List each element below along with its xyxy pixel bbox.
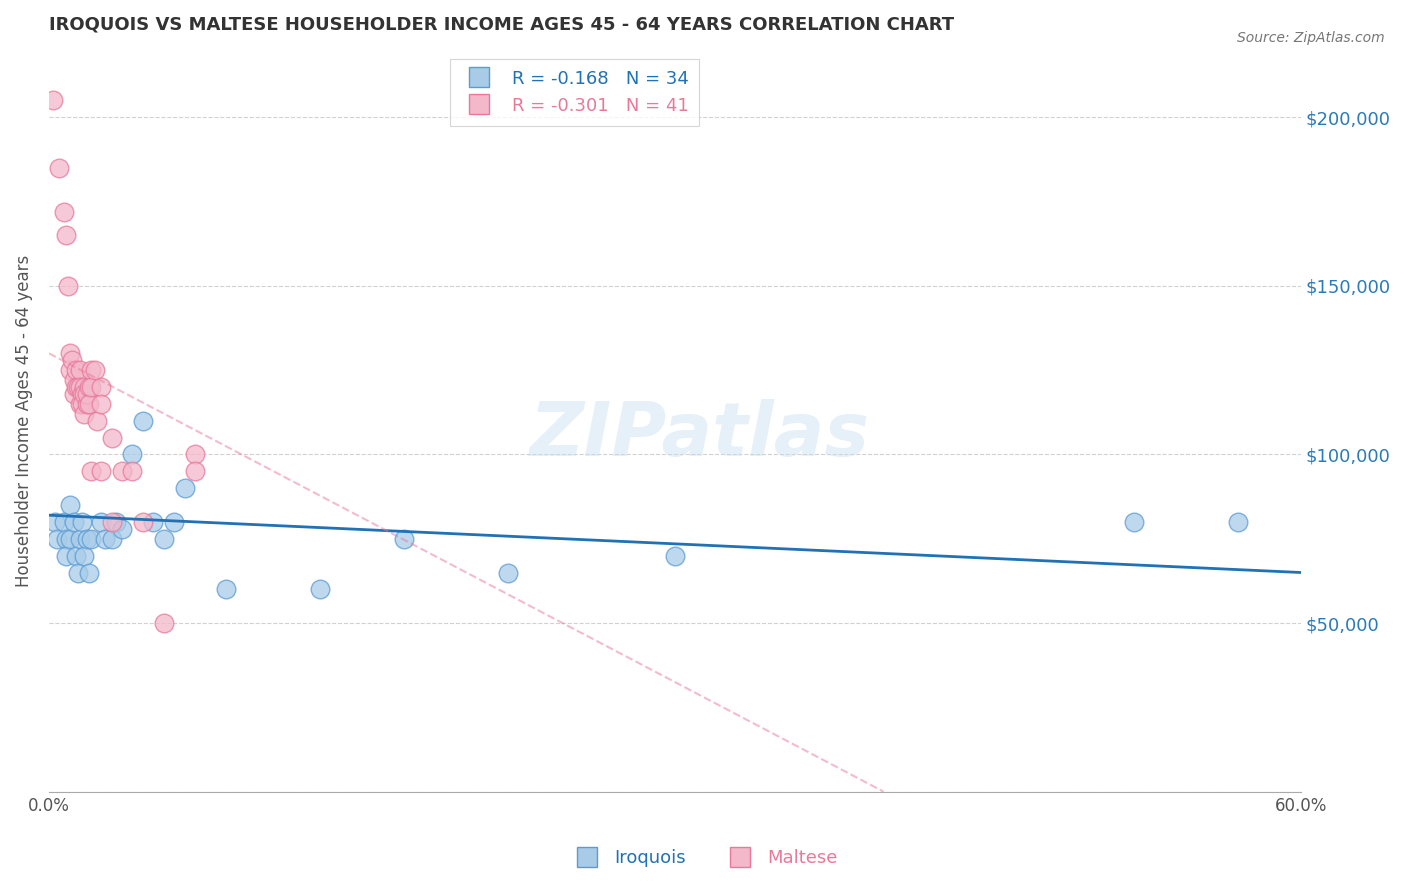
Point <box>392 532 415 546</box>
Point <box>132 414 155 428</box>
Text: Source: ZipAtlas.com: Source: ZipAtlas.com <box>1237 31 1385 45</box>
Point <box>152 532 174 546</box>
Point <box>63 373 86 387</box>
Point <box>86 414 108 428</box>
Y-axis label: Householder Income Ages 45 - 64 years: Householder Income Ages 45 - 64 years <box>15 254 32 587</box>
Point <box>73 386 96 401</box>
Point <box>80 363 103 377</box>
Point <box>72 386 94 401</box>
Point <box>52 204 75 219</box>
Point <box>52 515 75 529</box>
Legend: R = -0.168   N = 34, R = -0.301   N = 41: R = -0.168 N = 34, R = -0.301 N = 41 <box>450 59 699 126</box>
Point <box>44 515 66 529</box>
Point <box>309 582 332 597</box>
Point <box>90 464 112 478</box>
Point <box>69 532 91 546</box>
Point <box>59 346 82 360</box>
Point <box>55 532 77 546</box>
Point <box>59 532 82 546</box>
Point <box>83 363 105 377</box>
Point <box>100 532 122 546</box>
Point <box>90 380 112 394</box>
Point <box>80 532 103 546</box>
Text: IROQUOIS VS MALTESE HOUSEHOLDER INCOME AGES 45 - 64 YEARS CORRELATION CHART: IROQUOIS VS MALTESE HOUSEHOLDER INCOME A… <box>49 15 955 33</box>
Point <box>65 363 87 377</box>
Point <box>121 464 143 478</box>
Point <box>69 397 91 411</box>
Point <box>77 566 100 580</box>
Point <box>77 397 100 411</box>
Point <box>80 380 103 394</box>
Point <box>65 380 87 394</box>
Point <box>48 161 70 175</box>
Point <box>111 464 134 478</box>
Point <box>100 515 122 529</box>
Point <box>67 566 90 580</box>
Point <box>184 448 207 462</box>
Point <box>173 481 195 495</box>
Point <box>76 532 98 546</box>
Point <box>73 380 96 394</box>
Point <box>152 616 174 631</box>
Point <box>1227 515 1250 529</box>
Text: ZIPatlas: ZIPatlas <box>530 399 870 472</box>
Point <box>72 515 94 529</box>
Point <box>59 498 82 512</box>
Point <box>94 532 117 546</box>
Point <box>76 386 98 401</box>
Point <box>111 522 134 536</box>
Point <box>215 582 238 597</box>
Point <box>59 363 82 377</box>
Point <box>69 380 91 394</box>
Point <box>65 549 87 563</box>
Point <box>163 515 186 529</box>
Point <box>80 464 103 478</box>
Point <box>90 397 112 411</box>
Point <box>73 407 96 421</box>
Point <box>142 515 165 529</box>
Point <box>121 448 143 462</box>
Point <box>90 515 112 529</box>
Point <box>42 94 65 108</box>
Point <box>496 566 519 580</box>
Point <box>69 363 91 377</box>
Point <box>77 380 100 394</box>
Point <box>60 353 83 368</box>
Point <box>73 549 96 563</box>
Point <box>67 380 90 394</box>
Point <box>55 549 77 563</box>
Point <box>76 397 98 411</box>
Point <box>184 464 207 478</box>
Point <box>63 386 86 401</box>
Point <box>132 515 155 529</box>
Point <box>104 515 127 529</box>
Point <box>1123 515 1146 529</box>
Point <box>46 532 69 546</box>
Point <box>664 549 686 563</box>
Point <box>55 228 77 243</box>
Point <box>72 397 94 411</box>
Point <box>56 278 79 293</box>
Point <box>100 431 122 445</box>
Point <box>63 515 86 529</box>
Legend: Iroquois, Maltese: Iroquois, Maltese <box>561 842 845 874</box>
